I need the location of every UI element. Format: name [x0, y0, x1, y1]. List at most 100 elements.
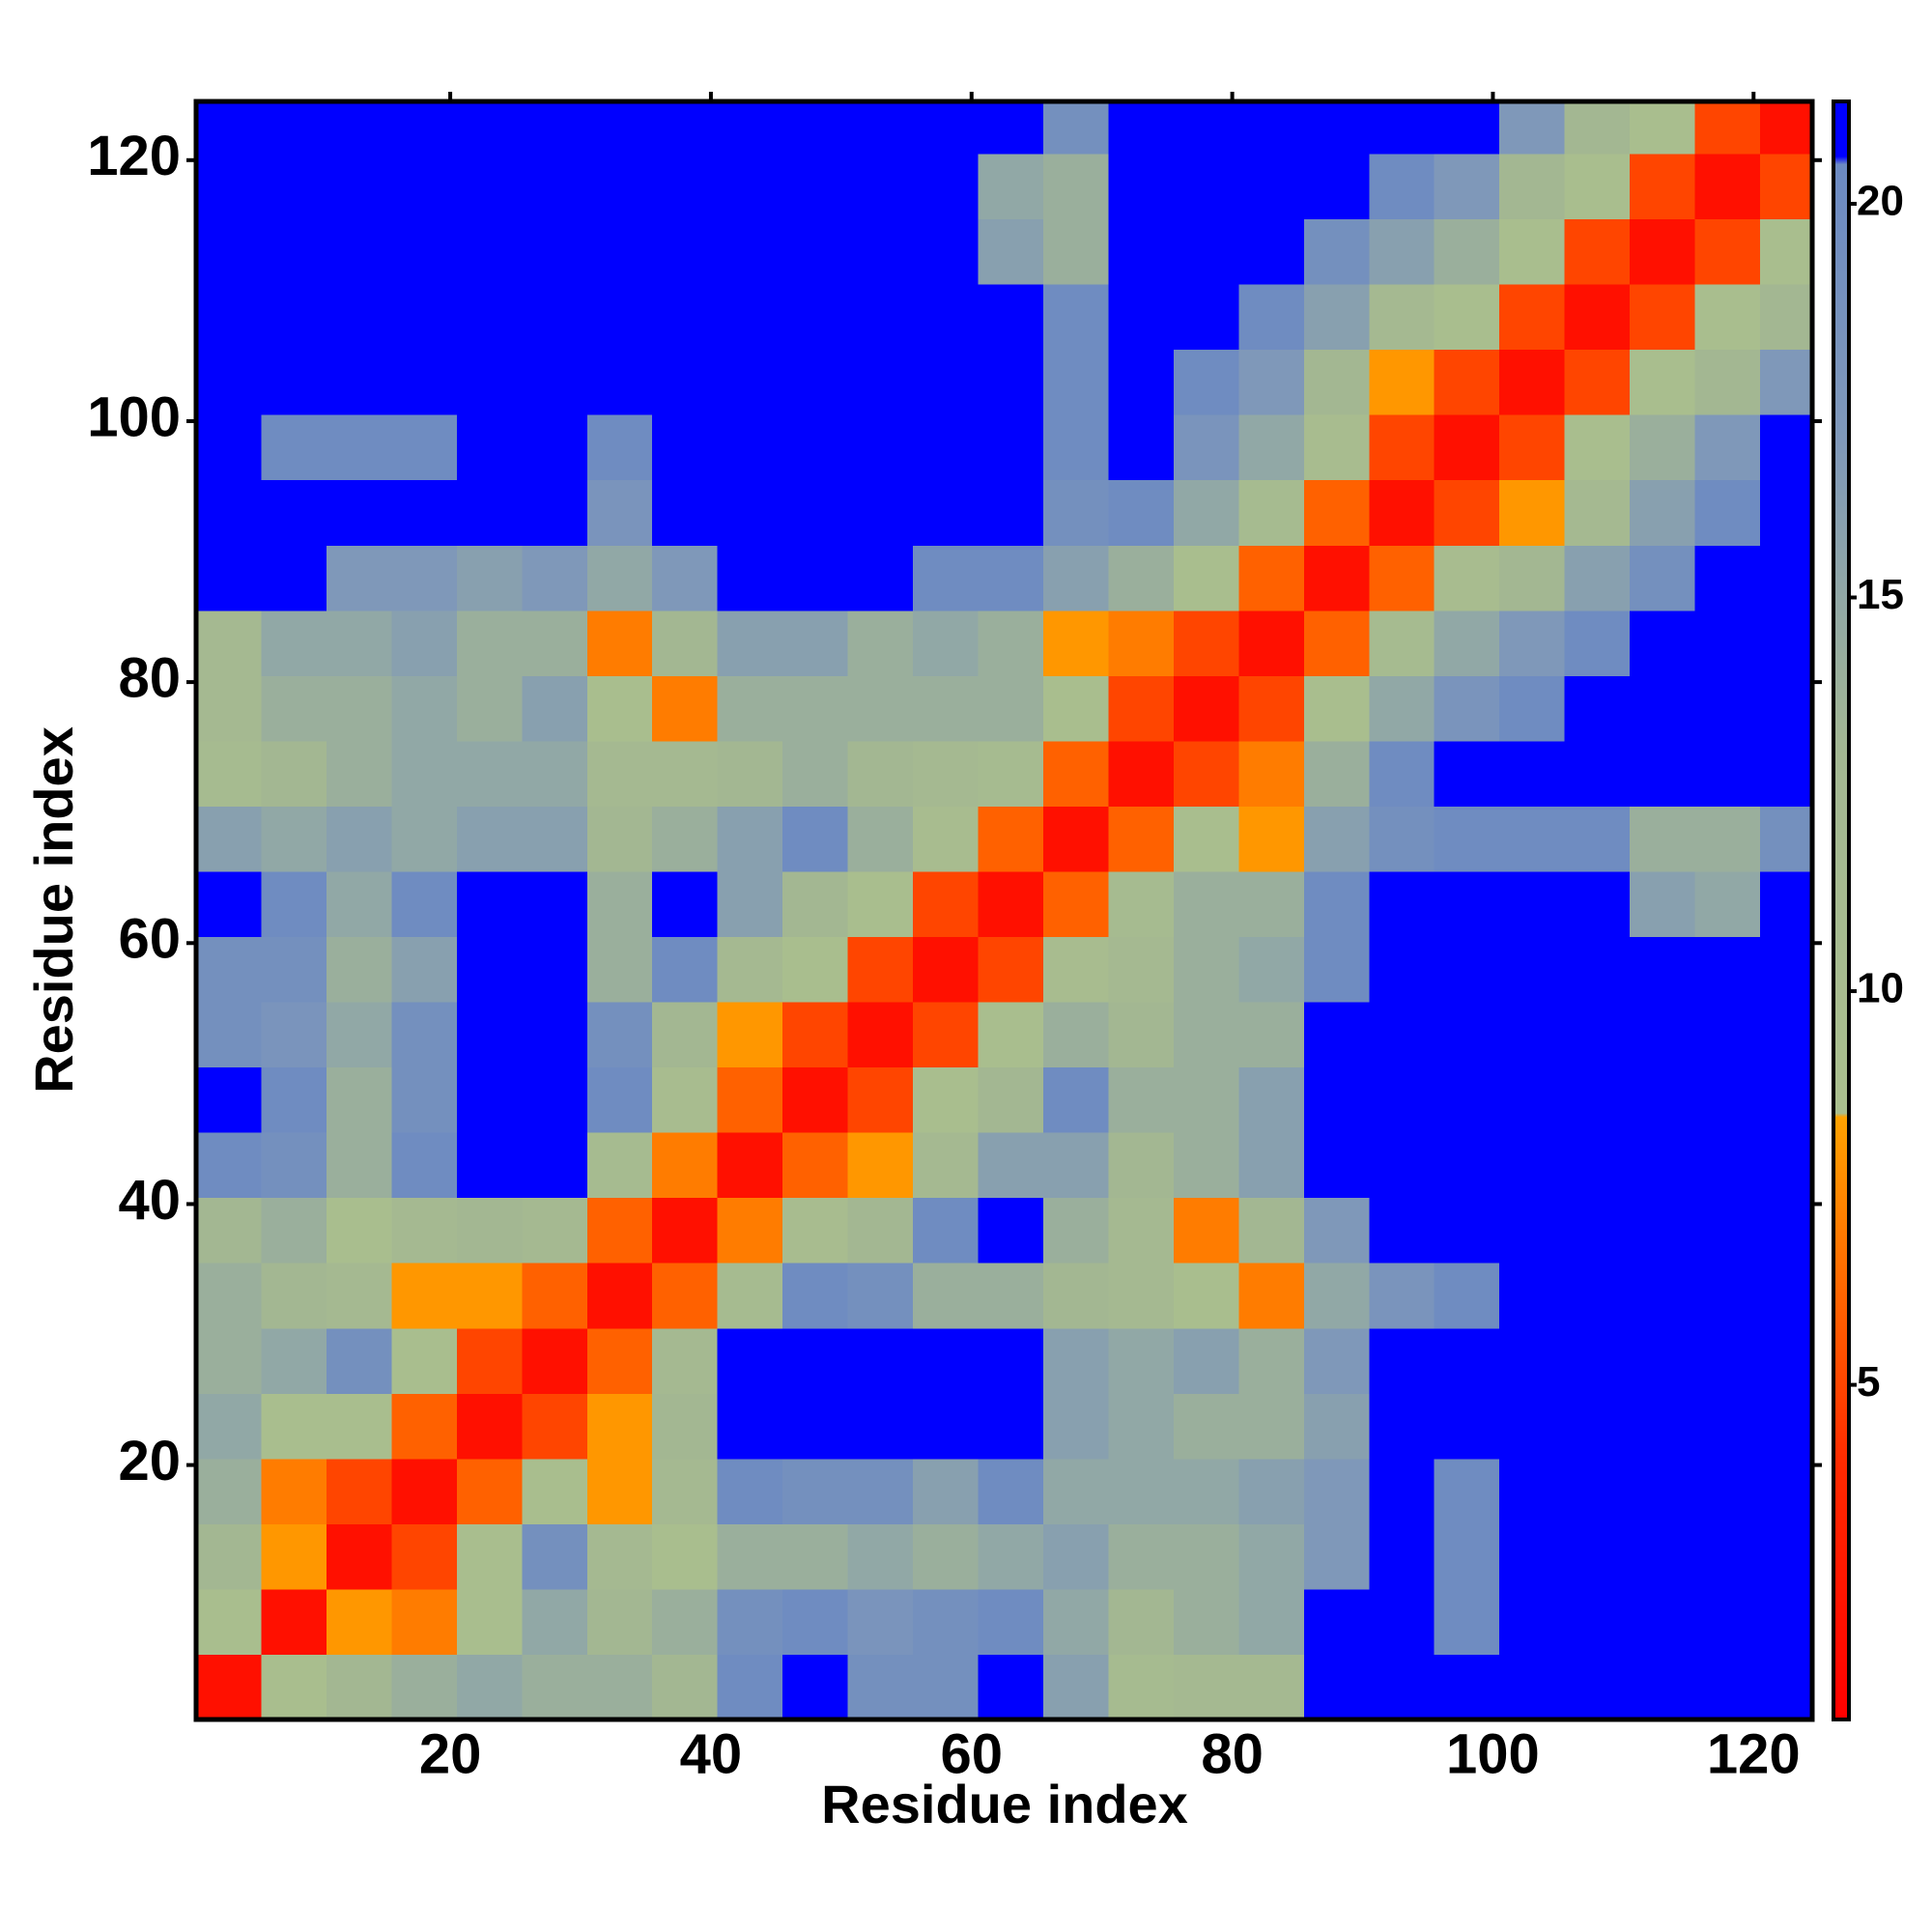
- cell: [652, 1458, 719, 1524]
- cell: [586, 1197, 653, 1264]
- cell: [1238, 154, 1305, 220]
- cell: [326, 675, 392, 742]
- cell: [847, 1066, 914, 1133]
- cell: [391, 545, 458, 611]
- cell: [1303, 154, 1370, 220]
- cell: [1042, 545, 1109, 611]
- cell: [1630, 1327, 1696, 1394]
- cell: [391, 806, 458, 872]
- cell: [913, 284, 980, 351]
- cell: [1434, 218, 1500, 285]
- cell: [978, 1132, 1044, 1199]
- cell: [1694, 740, 1761, 807]
- cell: [261, 610, 327, 676]
- cell: [717, 479, 783, 546]
- cell: [586, 1458, 653, 1524]
- cell: [1564, 1393, 1631, 1460]
- cell: [326, 936, 392, 1003]
- cell: [1694, 154, 1761, 220]
- cell: [326, 1263, 392, 1329]
- cell: [1369, 101, 1435, 155]
- cell: [847, 154, 914, 220]
- cell: [1369, 154, 1435, 220]
- cell: [522, 1523, 588, 1590]
- cell: [913, 610, 980, 676]
- cell: [1173, 1132, 1239, 1199]
- cell: [1630, 1523, 1696, 1590]
- cell: [1108, 1588, 1175, 1655]
- cell: [847, 610, 914, 676]
- cell: [326, 1197, 392, 1264]
- cell: [913, 101, 980, 155]
- cell: [913, 1654, 980, 1720]
- cell: [586, 349, 653, 415]
- cell: [1630, 1588, 1696, 1655]
- cell: [1499, 218, 1566, 285]
- cell: [586, 610, 653, 676]
- cell: [196, 218, 262, 285]
- cell: [913, 349, 980, 415]
- cell: [1630, 154, 1696, 220]
- cell: [1173, 610, 1239, 676]
- cell: [391, 610, 458, 676]
- cell: [847, 1458, 914, 1524]
- cell: [326, 1458, 392, 1524]
- cell: [1042, 1523, 1109, 1590]
- cell: [913, 545, 980, 611]
- cell: [586, 1654, 653, 1720]
- cell: [456, 1458, 523, 1524]
- cell: [1042, 610, 1109, 676]
- cell: [1499, 1263, 1566, 1329]
- cell: [586, 936, 653, 1003]
- cell: [261, 1458, 327, 1524]
- cell: [1173, 870, 1239, 938]
- cell: [522, 1654, 588, 1720]
- cell: [261, 218, 327, 285]
- cell: [1694, 1066, 1761, 1133]
- cell: [522, 1002, 588, 1068]
- cell: [1369, 1197, 1435, 1264]
- cell: [1042, 349, 1109, 415]
- cell: [1499, 936, 1566, 1003]
- cell: [1564, 1197, 1631, 1264]
- cell: [196, 1458, 262, 1524]
- cell: [1434, 1263, 1500, 1329]
- cell: [782, 806, 849, 872]
- cell: [847, 1654, 914, 1720]
- cell: [1564, 218, 1631, 285]
- cell: [391, 154, 458, 220]
- cell: [1369, 1132, 1435, 1199]
- cell: [717, 1132, 783, 1199]
- cell: [586, 806, 653, 872]
- cell: [1042, 1002, 1109, 1068]
- cell: [913, 1458, 980, 1524]
- cell: [1369, 1523, 1435, 1590]
- cell: [1238, 284, 1305, 351]
- cell: [1369, 479, 1435, 546]
- cell: [978, 101, 1044, 155]
- cell: [261, 349, 327, 415]
- cell: [1630, 101, 1696, 155]
- cell: [1173, 1327, 1239, 1394]
- y-tick-label: 120: [87, 125, 181, 187]
- cell: [1499, 740, 1566, 807]
- cell: [717, 610, 783, 676]
- cell: [456, 936, 523, 1003]
- cell: [913, 740, 980, 807]
- cell: [913, 414, 980, 481]
- cell: [652, 1654, 719, 1720]
- cell: [1499, 1066, 1566, 1133]
- cell: [913, 870, 980, 938]
- cell: [1499, 479, 1566, 546]
- cell: [1108, 414, 1175, 481]
- cell: [586, 1393, 653, 1460]
- cell: [1760, 1132, 1813, 1199]
- cell: [1108, 154, 1175, 220]
- cell: [978, 414, 1044, 481]
- cell: [978, 1327, 1044, 1394]
- cell: [456, 1654, 523, 1720]
- cell: [391, 349, 458, 415]
- cell: [913, 1132, 980, 1199]
- cell: [1173, 740, 1239, 807]
- cell: [1760, 1197, 1813, 1264]
